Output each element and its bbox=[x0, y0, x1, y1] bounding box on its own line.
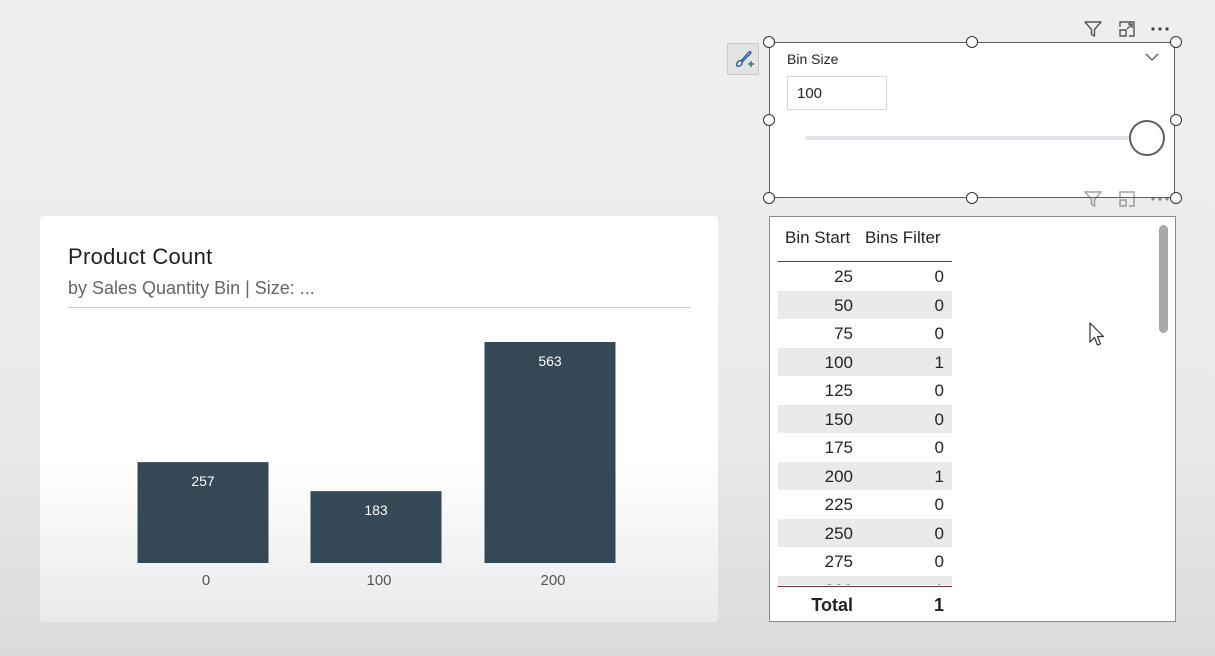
chevron-down-icon[interactable] bbox=[1144, 49, 1160, 65]
total-value: 1 bbox=[933, 595, 944, 615]
focus-mode-icon[interactable] bbox=[1114, 16, 1140, 42]
brush-plus-icon bbox=[736, 50, 754, 67]
table-row[interactable]: 100 1 bbox=[778, 347, 952, 376]
bin-size-input[interactable]: 100 bbox=[787, 76, 887, 110]
chart-title: Product Count bbox=[68, 244, 213, 269]
total-label: Total bbox=[811, 595, 853, 615]
x-tick-label: 100 bbox=[366, 572, 391, 589]
cell-bins-filter: 1 bbox=[935, 581, 944, 586]
data-label: 183 bbox=[364, 502, 388, 518]
bins-table[interactable]: Bin Start Bins Filter 25 0 50 0 75 0 100 1 125 0 1… bbox=[769, 216, 1176, 622]
resize-handle-left[interactable] bbox=[763, 114, 775, 126]
table-row[interactable]: 25 0 bbox=[778, 262, 952, 291]
table-row[interactable]: 275 0 bbox=[778, 547, 952, 576]
table-row[interactable]: 150 0 bbox=[778, 404, 952, 433]
data-label: 563 bbox=[538, 353, 562, 369]
resize-handle-bottom-right[interactable] bbox=[1170, 192, 1182, 204]
resize-handle-top-right[interactable] bbox=[1170, 36, 1182, 48]
cell-bin-start: 100 bbox=[824, 352, 853, 372]
bar[interactable] bbox=[137, 462, 269, 563]
bar[interactable] bbox=[484, 342, 616, 563]
resize-handle-bottom[interactable] bbox=[966, 192, 978, 204]
table-row[interactable]: 75 0 bbox=[778, 319, 952, 348]
resize-handle-right[interactable] bbox=[1170, 114, 1182, 126]
cell-bins-filter: 0 bbox=[934, 324, 944, 343]
column-header-bins-filter[interactable]: Bins Filter bbox=[865, 228, 941, 247]
cell-bins-filter: 0 bbox=[934, 295, 944, 315]
cell-bin-start: 300 bbox=[825, 581, 853, 586]
title-divider bbox=[68, 307, 690, 308]
cell-bins-filter: 0 bbox=[934, 267, 944, 286]
data-label: 257 bbox=[191, 473, 215, 489]
cell-bin-start: 150 bbox=[824, 409, 853, 429]
total-divider bbox=[778, 586, 952, 587]
table-body: 25 0 50 0 75 0 100 1 125 0 150 0 175 0 200 1 225 0 250 0 275… bbox=[778, 262, 952, 585]
chart-subtitle: by Sales Quantity Bin | Size: ... bbox=[68, 278, 315, 298]
format-painter-button[interactable] bbox=[727, 43, 759, 75]
table-row[interactable]: 50 0 bbox=[778, 290, 952, 319]
slider-thumb[interactable] bbox=[1129, 120, 1165, 156]
cell-bins-filter: 0 bbox=[934, 552, 944, 571]
bin-size-slicer[interactable]: Bin Size 100 bbox=[769, 42, 1175, 198]
vertical-scrollbar[interactable] bbox=[1159, 225, 1168, 333]
filter-icon[interactable] bbox=[1080, 16, 1106, 42]
cell-bins-filter: 0 bbox=[934, 438, 944, 457]
cell-bin-start: 50 bbox=[834, 295, 853, 315]
table-more-options-icon[interactable] bbox=[1147, 188, 1173, 210]
table-filter-icon[interactable] bbox=[1080, 188, 1106, 210]
table-row[interactable]: 250 0 bbox=[778, 518, 952, 547]
cell-bins-filter: 0 bbox=[934, 495, 944, 514]
table-header: Bin Start Bins Filter bbox=[778, 217, 952, 262]
table-row[interactable]: 225 0 bbox=[778, 490, 952, 519]
resize-handle-bottom-left[interactable] bbox=[763, 192, 775, 204]
cell-bin-start: 275 bbox=[824, 552, 853, 571]
cell-bins-filter: 1 bbox=[934, 352, 944, 372]
x-tick-label: 0 bbox=[202, 572, 210, 589]
cell-bin-start: 25 bbox=[834, 267, 853, 286]
chart-card[interactable]: Product Count by Sales Quantity Bin | Si… bbox=[40, 216, 718, 622]
mouse-pointer-icon bbox=[1089, 322, 1105, 346]
resize-handle-top-left[interactable] bbox=[763, 36, 775, 48]
x-tick-label: 200 bbox=[540, 572, 565, 589]
cell-bin-start: 75 bbox=[834, 324, 853, 343]
cell-bin-start: 225 bbox=[824, 495, 853, 514]
table-row[interactable]: 300 1 bbox=[778, 575, 952, 586]
cell-bin-start: 175 bbox=[824, 438, 853, 457]
cell-bins-filter: 0 bbox=[934, 381, 944, 400]
column-header-bin-start[interactable]: Bin Start bbox=[785, 228, 851, 247]
table-row[interactable]: 200 1 bbox=[778, 461, 952, 490]
bar-chart: 257 0 183 100 563 200 bbox=[137, 342, 616, 589]
total-row: Total 1 bbox=[778, 592, 952, 618]
slicer-header: Bin Size bbox=[787, 51, 839, 67]
cell-bins-filter: 0 bbox=[934, 523, 944, 543]
table-row[interactable]: 125 0 bbox=[778, 376, 952, 405]
cell-bins-filter: 1 bbox=[934, 466, 944, 486]
bar[interactable] bbox=[310, 491, 442, 563]
table-focus-mode-icon[interactable] bbox=[1114, 188, 1140, 210]
more-options-icon[interactable] bbox=[1147, 16, 1173, 42]
cell-bins-filter: 0 bbox=[934, 409, 944, 429]
cell-bin-start: 125 bbox=[824, 381, 853, 400]
resize-handle-top[interactable] bbox=[966, 36, 978, 48]
cell-bin-start: 200 bbox=[824, 466, 853, 486]
slider-track[interactable] bbox=[805, 136, 1140, 140]
cell-bin-start: 250 bbox=[824, 523, 853, 543]
table-row[interactable]: 175 0 bbox=[778, 433, 952, 462]
